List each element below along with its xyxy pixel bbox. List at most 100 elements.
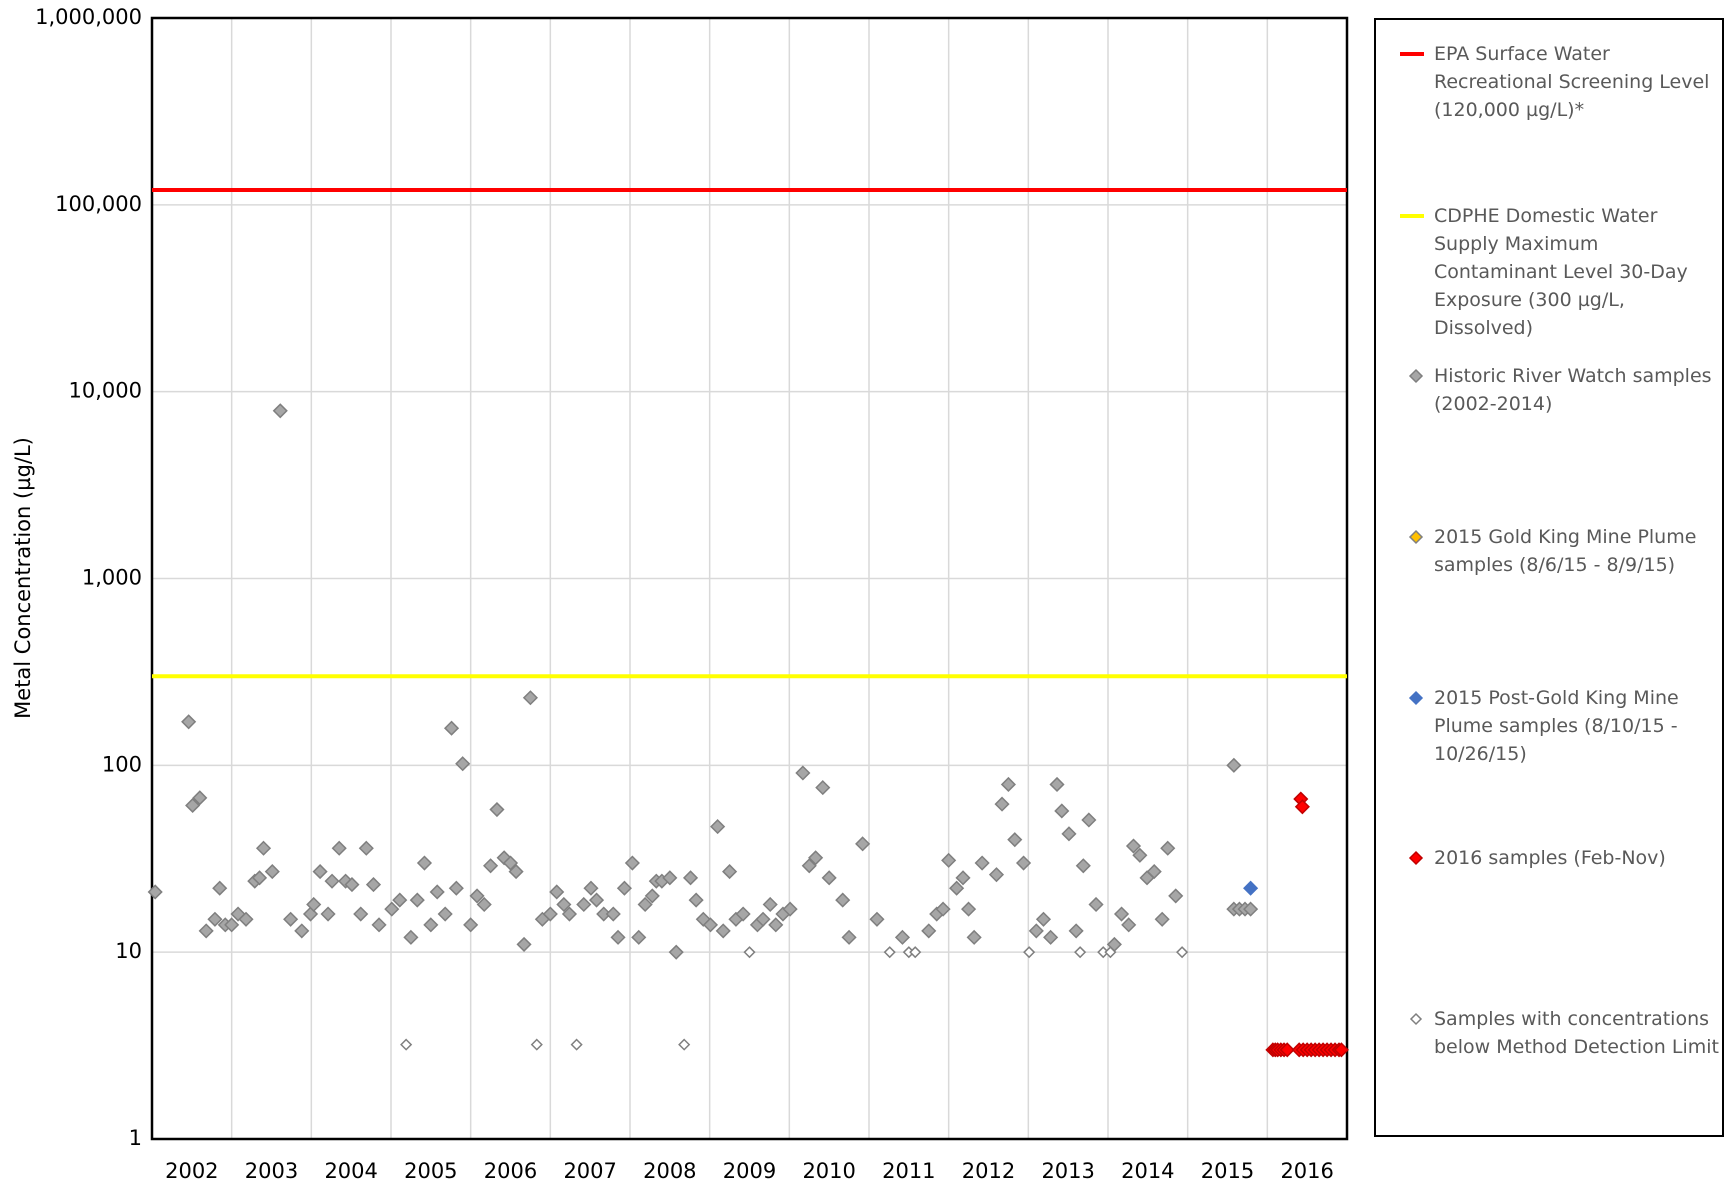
data-point	[429, 884, 445, 900]
data-point	[961, 901, 977, 917]
data-point	[294, 923, 310, 939]
legend-label: 2015 Gold King Mine Plume samples (8/6/1…	[1434, 526, 1697, 576]
data-point	[855, 836, 871, 852]
legend-label: 2015 Post-Gold King Mine Plume samples (…	[1434, 687, 1679, 765]
data-point	[561, 906, 578, 922]
data-point	[1160, 840, 1176, 856]
data-point	[1168, 888, 1184, 904]
data-point	[1023, 946, 1036, 959]
data-point	[1176, 946, 1189, 959]
plot-frame	[150, 16, 1349, 1141]
data-point	[1243, 880, 1259, 896]
legend-symbol	[1409, 1012, 1423, 1026]
data-point	[921, 923, 937, 939]
data-point	[1035, 911, 1052, 927]
data-point	[516, 936, 532, 952]
legend-item: Samples with concentrations below Method…	[1400, 1005, 1725, 1061]
data-point	[869, 911, 885, 927]
data-point	[821, 870, 837, 886]
data-point	[1043, 929, 1059, 945]
data-point	[935, 901, 951, 917]
data-point	[1121, 917, 1137, 933]
data-point	[371, 917, 387, 933]
data-point	[576, 896, 592, 913]
data-point	[1054, 803, 1070, 819]
legend-item: CDPHE Domestic Water Supply Maximum Cont…	[1400, 202, 1725, 342]
x-tick-label: 2005	[404, 1159, 457, 1183]
legend-label: 2016 samples (Feb-Nov)	[1434, 847, 1666, 869]
legend-marker	[1408, 690, 1424, 706]
x-tick-label: 2008	[643, 1159, 696, 1183]
data-point	[212, 880, 228, 896]
data-point	[1125, 838, 1142, 854]
data-point	[768, 917, 784, 933]
data-point	[448, 880, 464, 896]
x-tick-label: 2003	[245, 1159, 298, 1183]
x-tick-label: 2011	[882, 1159, 935, 1183]
legend	[1374, 18, 1724, 1137]
x-tick-label: 2010	[802, 1159, 855, 1183]
data-point	[463, 917, 479, 933]
x-tick-label: 2009	[723, 1159, 776, 1183]
data-point	[755, 911, 771, 927]
data-point	[147, 884, 163, 900]
legend-item: 2015 Post-Gold King Mine Plume samples (…	[1400, 684, 1725, 768]
data-point	[966, 929, 982, 945]
data-point	[306, 896, 322, 913]
data-point	[682, 870, 699, 886]
data-point	[637, 896, 653, 913]
data-point	[437, 906, 453, 922]
x-tick-label: 2013	[1041, 1159, 1094, 1183]
data-point	[312, 864, 328, 880]
data-point	[1333, 1042, 1349, 1058]
data-point	[476, 896, 492, 913]
data-point	[782, 901, 798, 917]
data-point	[1074, 946, 1087, 959]
data-point	[198, 923, 214, 939]
data-point	[423, 917, 439, 933]
data-point	[1068, 923, 1084, 939]
legend-label: CDPHE Domestic Water Supply Maximum Cont…	[1434, 205, 1688, 339]
data-point	[801, 858, 817, 874]
legend-item: 2015 Gold King Mine Plume samples (8/6/1…	[1400, 523, 1725, 579]
data-point	[815, 780, 831, 796]
data-point	[549, 884, 565, 900]
y-tick-label: 1,000,000	[35, 5, 142, 29]
data-point	[556, 896, 572, 913]
data-point	[1049, 776, 1065, 793]
legend-item: Historic River Watch samples (2002-2014)	[1400, 362, 1725, 418]
data-point	[344, 877, 360, 893]
data-point	[522, 690, 538, 706]
data-point	[207, 911, 223, 927]
data-point	[353, 906, 369, 922]
data-point	[1061, 826, 1077, 842]
data-point	[1088, 896, 1104, 913]
legend-label: Historic River Watch samples (2002-2014)	[1434, 365, 1712, 415]
data-point	[702, 917, 719, 933]
data-point	[624, 855, 640, 871]
data-point	[320, 906, 336, 922]
data-point	[455, 756, 471, 772]
data-point	[238, 911, 254, 927]
y-tick-label: 1	[129, 1126, 142, 1150]
data-point	[358, 840, 374, 856]
legend-symbol	[1400, 214, 1424, 218]
y-tick-label: 10	[115, 939, 142, 963]
x-tick-label: 2002	[165, 1159, 218, 1183]
data-point	[1146, 864, 1162, 880]
data-point	[605, 906, 621, 922]
data-point	[974, 855, 990, 871]
legend-label: EPA Surface Water Recreational Screening…	[1434, 43, 1710, 121]
data-point	[1028, 923, 1044, 939]
data-point	[508, 864, 524, 880]
x-tick-label: 2014	[1121, 1159, 1174, 1183]
data-point	[542, 906, 558, 922]
data-point	[365, 877, 382, 893]
data-point	[185, 797, 201, 814]
data-point	[255, 840, 272, 856]
data-point	[1113, 906, 1130, 922]
data-point	[1104, 946, 1117, 959]
legend-marker	[1408, 850, 1424, 866]
